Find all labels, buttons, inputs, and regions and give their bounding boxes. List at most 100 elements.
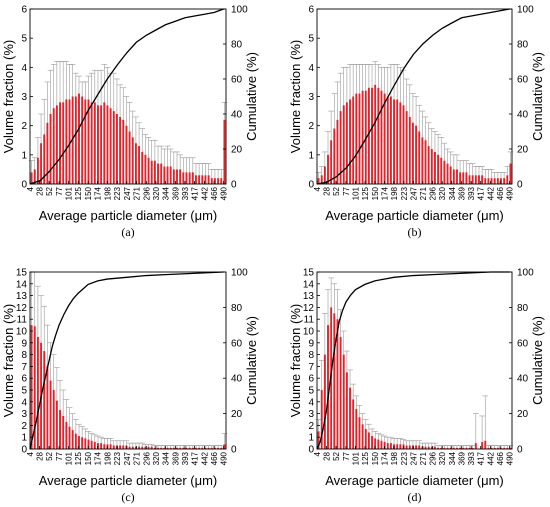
bar — [393, 99, 395, 184]
y-tick-label: 1 — [308, 150, 314, 161]
y2-tick-label: 60 — [517, 75, 529, 86]
bar — [115, 114, 118, 184]
x-tick-label: 223 — [400, 451, 409, 465]
x-tick-label: 125 — [74, 186, 83, 200]
y2-axis-title: Cumulative (%) — [530, 52, 545, 141]
y-tick-label: 7 — [21, 362, 27, 373]
y-tick-label: 4 — [308, 397, 314, 408]
bar — [459, 172, 462, 184]
bar — [415, 445, 418, 449]
bar — [62, 102, 65, 184]
x-tick-label: 198 — [390, 451, 399, 465]
y-tick-label: 12 — [16, 303, 28, 314]
bar — [163, 166, 166, 184]
bar — [336, 319, 339, 449]
bar — [317, 178, 320, 184]
bar — [217, 447, 220, 449]
bar — [100, 105, 103, 184]
bar — [440, 157, 443, 184]
x-tick-label: 296 — [142, 186, 151, 200]
bar — [84, 99, 87, 184]
bar — [358, 93, 361, 184]
bar — [361, 424, 364, 449]
x-tick-label: 198 — [390, 186, 399, 200]
bar — [443, 447, 446, 449]
bar — [128, 446, 131, 449]
plot-frame — [316, 271, 513, 450]
bar — [109, 108, 112, 184]
bar — [352, 399, 355, 449]
bar — [449, 166, 452, 184]
bar — [33, 169, 36, 184]
bar — [402, 105, 405, 184]
x-tick-label: 490 — [506, 451, 515, 465]
y2-axis-title: Cumulative (%) — [244, 316, 259, 405]
bar — [55, 400, 58, 449]
y2-tick-label: 60 — [231, 75, 243, 86]
y-axis-title: Volume fraction (%) — [288, 40, 303, 153]
bar — [207, 175, 210, 184]
y2-tick-label: 60 — [517, 338, 529, 349]
x-tick-label: 247 — [409, 451, 418, 465]
bar — [418, 445, 421, 449]
bar — [93, 102, 96, 184]
y-tick-label: 9 — [308, 338, 314, 349]
bar — [462, 172, 465, 184]
x-tick-label: 320 — [438, 186, 447, 200]
bar — [100, 443, 103, 449]
bar — [481, 175, 484, 184]
x-tick-label: 28 — [323, 451, 332, 460]
bar — [71, 96, 74, 184]
bar — [204, 447, 207, 449]
bar — [119, 445, 122, 449]
y2-axis-title: Cumulative (%) — [530, 316, 545, 405]
x-tick-label: 4 — [26, 451, 35, 456]
y2-tick-label: 40 — [231, 374, 243, 385]
bar — [427, 446, 430, 449]
x-tick-label: 490 — [220, 186, 229, 200]
bar — [191, 172, 194, 184]
bar — [452, 447, 455, 449]
y-tick-label: 1 — [308, 433, 314, 444]
bar — [434, 446, 436, 449]
bar — [131, 446, 134, 449]
bar — [166, 166, 169, 184]
bar — [496, 447, 499, 449]
bar — [320, 175, 323, 184]
bar — [371, 87, 373, 184]
bar — [93, 441, 96, 449]
y2-tick-label: 20 — [231, 409, 243, 420]
bar — [465, 172, 468, 184]
cumulative-line — [316, 8, 510, 185]
x-tick-label: 223 — [400, 186, 409, 200]
x-tick-label: 271 — [132, 186, 141, 200]
panel-label: (b) — [408, 225, 422, 239]
x-tick-label: 223 — [113, 186, 122, 200]
bar — [188, 172, 191, 184]
bar — [188, 447, 191, 449]
bar — [427, 146, 430, 184]
x-tick-label: 490 — [506, 186, 515, 200]
bar — [330, 140, 333, 184]
bar — [169, 447, 172, 449]
x-tick-label: 466 — [210, 451, 219, 465]
x-tick-label: 417 — [191, 451, 200, 465]
x-tick-label: 344 — [448, 186, 457, 200]
bar — [128, 131, 131, 184]
y-tick-label: 3 — [21, 409, 27, 420]
x-axis-title: Average particle diameter (μm) — [39, 208, 217, 223]
bar — [399, 102, 402, 184]
y-tick-label: 7 — [308, 362, 314, 373]
bar — [59, 102, 61, 184]
x-tick-label: 77 — [342, 186, 351, 195]
x-tick-label: 320 — [152, 186, 161, 200]
bar — [172, 447, 175, 449]
bar — [456, 169, 458, 184]
bar — [503, 178, 506, 184]
bar — [503, 447, 506, 449]
y-tick-label: 5 — [21, 34, 27, 45]
x-tick-label: 417 — [191, 186, 200, 200]
y-tick-label: 4 — [21, 63, 27, 74]
